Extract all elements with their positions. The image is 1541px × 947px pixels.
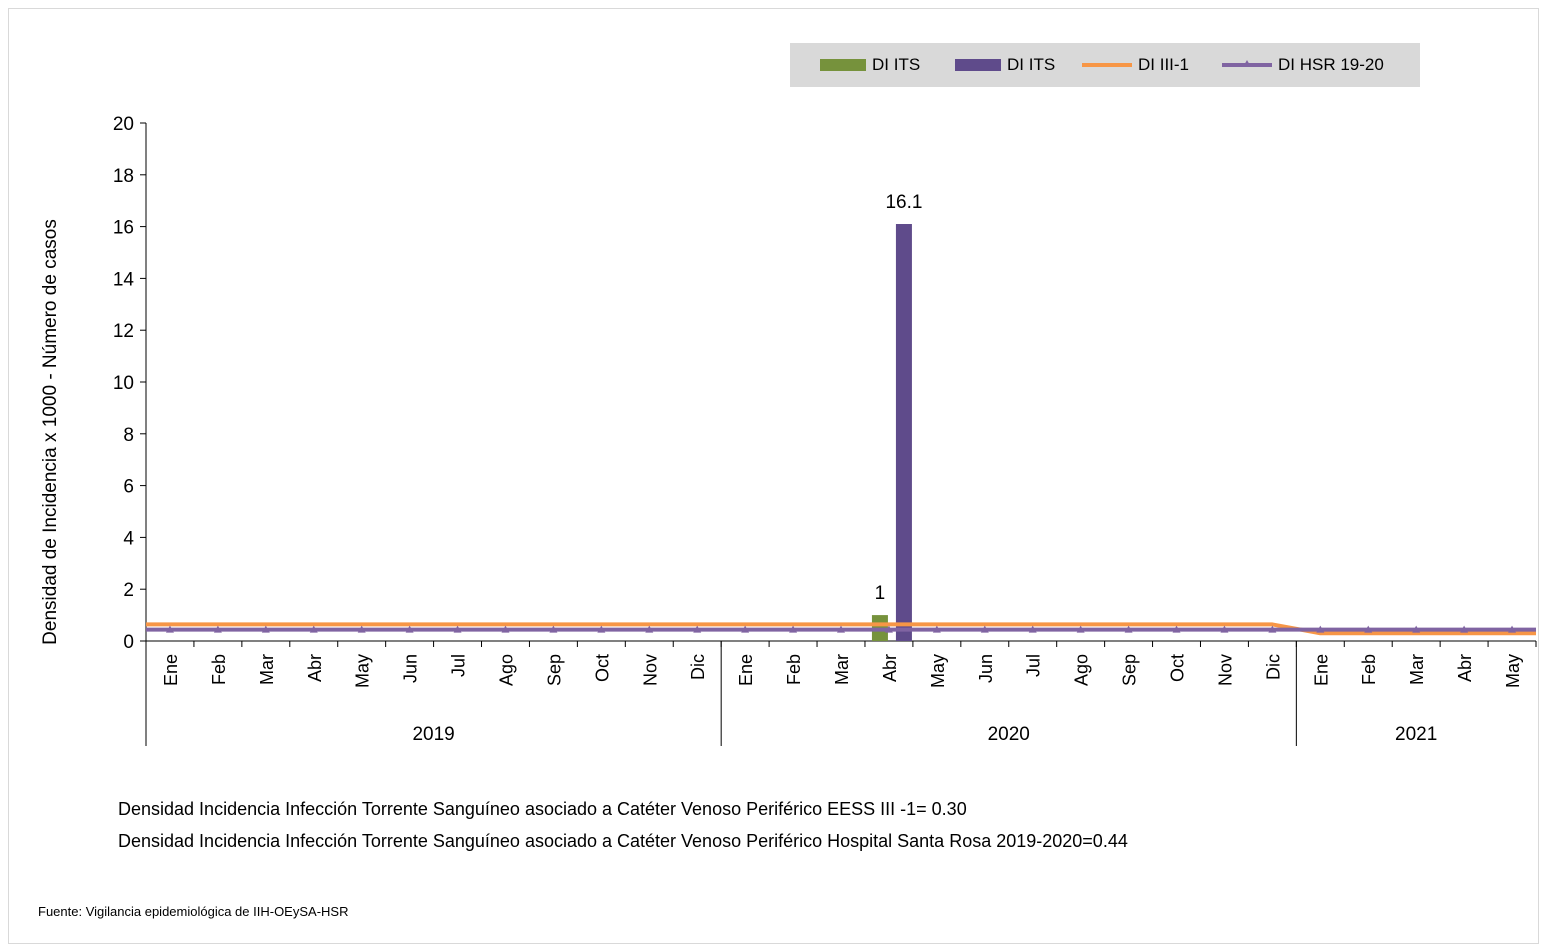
x-tick-label: Sep (544, 654, 564, 686)
x-tick-label: Jun (401, 654, 421, 683)
legend-swatch-bar-purple (955, 59, 1001, 71)
series-marker (932, 625, 941, 633)
series-marker (645, 625, 654, 633)
bar (895, 224, 912, 641)
x-tick-label: Abr (305, 654, 325, 682)
x-tick-label: Feb (1359, 654, 1379, 685)
y-tick-label: 16 (113, 218, 134, 239)
legend-label: DI HSR 19-20 (1278, 55, 1384, 74)
y-tick-label: 2 (123, 580, 134, 601)
y-tick-label: 6 (123, 477, 134, 498)
series-marker (789, 625, 798, 633)
series-marker (165, 625, 174, 633)
x-tick-label: Ago (1072, 654, 1092, 686)
series-marker (1460, 625, 1469, 633)
series-marker (1316, 625, 1325, 633)
x-tick-label: Ene (1311, 654, 1331, 686)
y-tick-label: 12 (113, 321, 134, 342)
y-axis-label: Densidad de Incidencia x 1000 - Número d… (40, 219, 61, 645)
x-tick-label: Abr (1455, 654, 1475, 682)
x-tick-label: Ago (496, 654, 516, 686)
y-tick-label: 4 (123, 528, 134, 549)
series-line (146, 622, 1536, 636)
chart-frame (8, 8, 1539, 944)
series-marker (1220, 625, 1229, 633)
series-marker (309, 625, 318, 633)
series-marker (213, 625, 222, 633)
legend-swatch-bar-green (820, 59, 866, 71)
x-tick-label: Nov (1215, 654, 1235, 686)
series-marker (1364, 625, 1373, 633)
legend-label: DI ITS (872, 55, 921, 74)
x-tick-label: May (1503, 654, 1523, 688)
series-marker (741, 625, 750, 633)
year-label: 2019 (412, 724, 454, 745)
series-marker (1508, 625, 1517, 633)
legend-label: DI III-1 (1138, 55, 1190, 74)
legend-swatch-line-marker (1222, 60, 1272, 67)
x-tick-label: Dic (688, 654, 708, 680)
series-marker (693, 625, 702, 633)
x-tick-label: Ene (736, 654, 756, 686)
legend-label: DI ITS (1007, 55, 1056, 74)
x-tick-label: Oct (1168, 654, 1188, 682)
y-tick-label: 20 (113, 114, 134, 135)
x-tick-label: Sep (1120, 654, 1140, 686)
data-label: 16.1 (885, 192, 922, 213)
series-marker (1412, 625, 1421, 633)
data-label: 1 (875, 583, 886, 604)
x-tick-label: Jul (1024, 654, 1044, 677)
series-marker (1076, 625, 1085, 633)
series-marker (405, 625, 414, 633)
year-label: 2020 (988, 724, 1030, 745)
note-line-1: Densidad Incidencia Infección Torrente S… (118, 799, 967, 819)
legend: DI ITS DI ITS DI III-1 DI HSR 19-20 (790, 43, 1420, 87)
y-tick-label: 14 (113, 269, 135, 290)
series-marker (261, 625, 270, 633)
series-marker (1028, 625, 1037, 633)
y-tick-label: 8 (123, 425, 134, 446)
series-marker (501, 625, 510, 633)
series-marker (453, 625, 462, 633)
x-tick-label: Ene (161, 654, 181, 686)
x-tick-label: Dic (1263, 654, 1283, 680)
legend-swatch-line-orange (1082, 63, 1132, 67)
x-tick-label: Mar (1407, 654, 1427, 685)
series-marker (1268, 625, 1277, 633)
x-tick-label: Nov (640, 654, 660, 686)
legend-item-di-iii-1: DI III-1 (1082, 43, 1189, 87)
x-tick-label: Feb (209, 654, 229, 685)
legend-item-di-its-purple: DI ITS (955, 43, 1055, 87)
y-tick-label: 0 (123, 632, 134, 653)
x-tick-label: Jun (976, 654, 996, 683)
legend-item-di-hsr: DI HSR 19-20 (1222, 43, 1384, 87)
x-tick-label: Feb (784, 654, 804, 685)
x-tick-label: May (353, 654, 373, 688)
x-tick-label: May (928, 654, 948, 688)
y-tick-label: 18 (113, 166, 134, 187)
series-marker (1124, 625, 1133, 633)
series-marker (357, 625, 366, 633)
year-label: 2021 (1395, 724, 1437, 745)
x-tick-label: Oct (592, 654, 612, 682)
series-marker (980, 625, 989, 633)
series-marker (884, 625, 893, 633)
source-text: Fuente: Vigilancia epidemiológica de IIH… (38, 904, 349, 919)
series-marker (837, 625, 845, 633)
series-marker (1172, 625, 1181, 633)
x-tick-label: Mar (257, 654, 277, 685)
series-marker (549, 625, 558, 633)
series-marker (597, 625, 606, 633)
x-tick-label: Mar (832, 654, 852, 685)
x-tick-label: Abr (880, 654, 900, 682)
y-tick-label: 10 (113, 373, 134, 394)
legend-item-di-its-green: DI ITS (820, 43, 920, 87)
note-line-2: Densidad Incidencia Infección Torrente S… (118, 831, 1128, 851)
x-tick-label: Jul (449, 654, 469, 677)
